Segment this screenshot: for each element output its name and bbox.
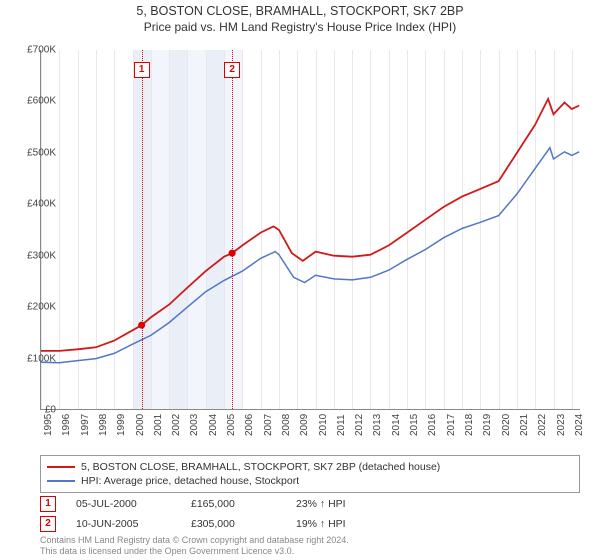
- x-axis-label: 2015: [409, 414, 420, 436]
- x-axis-label: 2018: [464, 414, 475, 436]
- legend-swatch: [47, 466, 75, 468]
- x-axis-label: 2010: [318, 414, 329, 436]
- x-axis-label: 2020: [501, 414, 512, 436]
- transaction-price: £165,000: [191, 498, 276, 510]
- x-axis-label: 2014: [391, 414, 402, 436]
- transaction-marker-icon: 2: [40, 516, 56, 532]
- transaction-hpi: 19% ↑ HPI: [296, 518, 381, 530]
- footer-attribution: Contains HM Land Registry data © Crown c…: [40, 535, 580, 558]
- x-axis-label: 2005: [226, 414, 237, 436]
- x-axis-label: 2016: [427, 414, 438, 436]
- x-axis-label: 2006: [244, 414, 255, 436]
- marker-number-box: 2: [224, 62, 240, 78]
- legend-item: 5, BOSTON CLOSE, BRAMHALL, STOCKPORT, SK…: [47, 460, 573, 474]
- marker-number-box: 1: [134, 62, 150, 78]
- y-axis-label: £700K: [27, 45, 56, 56]
- legend-label: HPI: Average price, detached house, Stoc…: [81, 475, 299, 487]
- x-axis-label: 1996: [61, 414, 72, 436]
- x-axis-label: 2003: [189, 414, 200, 436]
- marker-vertical-line: [232, 50, 233, 409]
- x-axis-label: 2007: [263, 414, 274, 436]
- x-axis-label: 2024: [574, 414, 585, 436]
- x-axis-label: 2021: [519, 414, 530, 436]
- x-axis-label: 2001: [153, 414, 164, 436]
- x-axis-label: 2017: [446, 414, 457, 436]
- transaction-date: 10-JUN-2005: [76, 518, 171, 530]
- x-axis-label: 2009: [299, 414, 310, 436]
- chart-title: 5, BOSTON CLOSE, BRAMHALL, STOCKPORT, SK…: [0, 4, 600, 18]
- series-line-price_paid: [41, 99, 579, 351]
- footer-line: Contains HM Land Registry data © Crown c…: [40, 535, 580, 546]
- footer-line: This data is licensed under the Open Gov…: [40, 546, 580, 557]
- x-axis-label: 2002: [171, 414, 182, 436]
- x-axis-label: 2022: [537, 414, 548, 436]
- y-axis-label: £300K: [27, 250, 56, 261]
- x-axis-label: 2019: [482, 414, 493, 436]
- chart-svg-layer: [41, 50, 580, 409]
- y-axis-label: £200K: [27, 302, 56, 313]
- legend-swatch: [47, 480, 75, 482]
- chart-subtitle: Price paid vs. HM Land Registry's House …: [0, 20, 600, 34]
- transactions-table: 1 05-JUL-2000 £165,000 23% ↑ HPI 2 10-JU…: [40, 494, 580, 534]
- title-block: 5, BOSTON CLOSE, BRAMHALL, STOCKPORT, SK…: [0, 0, 600, 36]
- y-axis-label: £500K: [27, 147, 56, 158]
- x-axis-label: 2004: [208, 414, 219, 436]
- table-row: 1 05-JUL-2000 £165,000 23% ↑ HPI: [40, 494, 580, 514]
- legend: 5, BOSTON CLOSE, BRAMHALL, STOCKPORT, SK…: [40, 455, 580, 493]
- x-axis-label: 1998: [98, 414, 109, 436]
- table-row: 2 10-JUN-2005 £305,000 19% ↑ HPI: [40, 514, 580, 534]
- x-axis-label: 2013: [372, 414, 383, 436]
- y-axis-label: £400K: [27, 199, 56, 210]
- transaction-hpi: 23% ↑ HPI: [296, 498, 381, 510]
- x-axis-label: 2012: [354, 414, 365, 436]
- x-axis-label: 2023: [556, 414, 567, 436]
- x-axis-label: 2008: [281, 414, 292, 436]
- legend-item: HPI: Average price, detached house, Stoc…: [47, 474, 573, 488]
- transaction-marker-icon: 1: [40, 496, 56, 512]
- legend-label: 5, BOSTON CLOSE, BRAMHALL, STOCKPORT, SK…: [81, 461, 440, 473]
- x-axis-label: 1995: [43, 414, 54, 436]
- chart-plot-area: 12: [40, 50, 580, 410]
- x-axis-label: 1999: [116, 414, 127, 436]
- transaction-date: 05-JUL-2000: [76, 498, 171, 510]
- x-axis-label: 1997: [80, 414, 91, 436]
- x-axis-label: 2000: [135, 414, 146, 436]
- y-axis-label: £100K: [27, 353, 56, 364]
- y-axis-label: £600K: [27, 96, 56, 107]
- chart-container: 5, BOSTON CLOSE, BRAMHALL, STOCKPORT, SK…: [0, 0, 600, 560]
- x-axis-label: 2011: [336, 414, 347, 436]
- marker-vertical-line: [142, 50, 143, 409]
- transaction-price: £305,000: [191, 518, 276, 530]
